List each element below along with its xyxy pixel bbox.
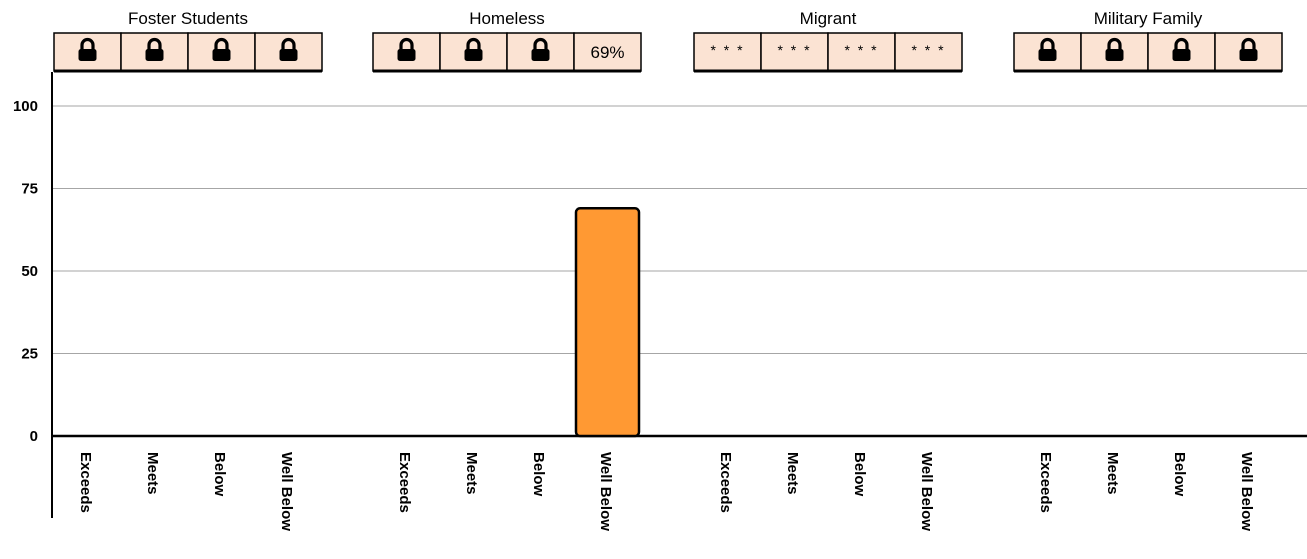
group-title-foster-students: Foster Students [128,9,248,28]
lock-icon [1172,37,1191,61]
lock-icon [212,37,231,61]
x-tick-label-homeless-2: Below [530,452,547,497]
value-cell-migrant-2 [827,32,896,72]
x-tick-label-military-family-3: Well Below [1238,452,1255,531]
x-tick-label-military-family-1: Meets [1104,452,1121,495]
group-title-migrant: Migrant [800,9,857,28]
y-tick-label-100: 100 [13,98,38,115]
y-tick-label-75: 75 [21,181,38,198]
x-tick-label-homeless-3: Well Below [597,452,614,531]
x-tick-label-foster-students-3: Well Below [278,452,295,531]
x-tick-label-migrant-3: Well Below [918,452,935,531]
lock-icon [78,37,97,61]
x-tick-label-military-family-0: Exceeds [1037,452,1054,513]
x-tick-label-homeless-1: Meets [463,452,480,495]
lock-icon [1105,37,1124,61]
lock-icon [1239,37,1258,61]
suppressed-value-migrant-2: * * * [844,42,878,58]
suppressed-value-migrant-0: * * * [710,42,744,58]
value-cell-homeless-3 [573,32,642,72]
x-tick-label-foster-students-1: Meets [144,452,161,495]
suppressed-value-migrant-3: * * * [911,42,945,58]
lock-icon [1038,37,1057,61]
bar-homeless-well-below [574,207,641,438]
data-label-homeless-3: 69% [590,43,624,62]
lock-icon [464,37,483,61]
group-title-military-family: Military Family [1094,9,1203,28]
x-tick-label-foster-students-2: Below [211,452,228,497]
lock-icon [397,37,416,61]
x-tick-label-migrant-2: Below [851,452,868,497]
y-tick-label-0: 0 [30,428,38,445]
y-tick-label-50: 50 [21,263,38,280]
lock-icon [145,37,164,61]
x-tick-label-migrant-0: Exceeds [717,452,734,513]
lock-icon [531,37,550,61]
lock-icon [279,37,298,61]
x-tick-label-migrant-1: Meets [784,452,801,495]
y-tick-label-25: 25 [21,346,38,363]
x-tick-label-homeless-0: Exceeds [396,452,413,513]
group-title-homeless: Homeless [469,9,545,28]
value-cell-migrant-0 [693,32,762,72]
x-tick-label-foster-students-0: Exceeds [77,452,94,513]
suppressed-value-migrant-1: * * * [777,42,811,58]
x-tick-label-military-family-2: Below [1171,452,1188,497]
